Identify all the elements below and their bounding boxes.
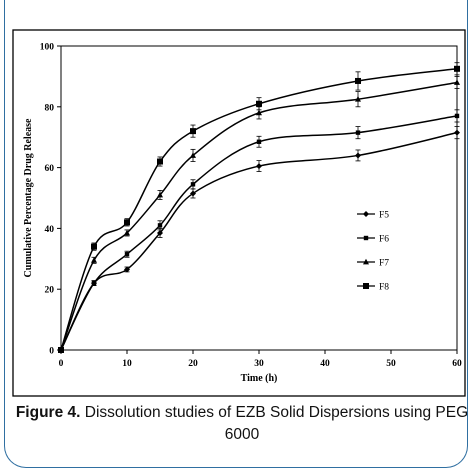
legend-label: F7 (379, 259, 389, 269)
data-point (157, 223, 163, 228)
legend-entry-f8: F8 (357, 283, 389, 293)
data-point (454, 65, 460, 72)
data-point (124, 252, 130, 257)
caption-label: Figure 4. (15, 404, 81, 421)
data-point (355, 152, 361, 159)
data-point (454, 113, 460, 119)
data-point (256, 139, 262, 144)
data-point (91, 243, 97, 250)
data-point (157, 229, 163, 236)
data-point (256, 100, 262, 107)
data-point (355, 96, 361, 102)
y-tick-label: 80 (45, 103, 55, 113)
y-tick-label: 20 (45, 286, 55, 296)
legend-label: F5 (379, 211, 389, 221)
x-tick-label: 10 (122, 359, 132, 369)
dissolution-chart: 0 10 20 30 40 50 60 0 20 40 60 80 100 Time (h) Cumulat… (12, 29, 466, 397)
data-point (91, 280, 97, 286)
x-axis-label: Time (h) (241, 373, 278, 384)
plot-area (60, 45, 458, 351)
caption-text: Dissolution studies of EZB Solid Dispers… (84, 404, 469, 443)
x-tick-label: 20 (188, 359, 198, 369)
y-tick-label: 60 (45, 164, 55, 174)
legend-entry-f6: F6 (357, 235, 389, 245)
data-point (157, 191, 163, 198)
figure-card: 0 10 20 30 40 50 60 0 20 40 60 80 100 Time (h) Cumulat… (4, 0, 468, 468)
data-point (157, 158, 163, 165)
x-tick-label: 30 (254, 359, 264, 369)
legend-entry-f7: F7 (357, 259, 389, 269)
series-f5 (58, 126, 460, 353)
y-tick-label: 0 (49, 347, 54, 357)
legend-label: F6 (379, 235, 389, 245)
series-f7 (58, 76, 460, 353)
data-point (124, 219, 130, 226)
data-point (256, 163, 262, 170)
data-point (190, 182, 196, 187)
data-point (355, 77, 361, 84)
data-point (124, 229, 130, 236)
data-point (91, 257, 97, 263)
data-point (190, 190, 196, 197)
legend-marker (363, 283, 369, 289)
series-line (60, 81, 458, 351)
x-tick-label: 0 (59, 359, 64, 369)
legend-label: F8 (379, 283, 389, 293)
data-point (355, 130, 361, 135)
legend-marker (363, 235, 369, 241)
data-point (124, 266, 130, 273)
plot-frame (12, 29, 466, 397)
y-tick-label: 40 (45, 225, 55, 235)
data-point (190, 128, 196, 135)
series-f8 (58, 62, 460, 353)
data-point (256, 109, 262, 116)
x-tick-label: 50 (386, 359, 396, 369)
x-tick-label: 40 (320, 359, 330, 369)
x-tick-label: 60 (452, 359, 462, 369)
legend-marker (363, 211, 369, 217)
series-line (60, 115, 458, 351)
data-point (454, 129, 460, 136)
data-point (58, 347, 64, 353)
legend-marker (363, 258, 369, 265)
figure-caption: Figure 4. Dissolution studies of EZB Sol… (15, 402, 469, 446)
y-axis-label: Cumulative Percentage Drug Release (23, 118, 34, 278)
legend-entry-f5: F5 (357, 211, 389, 221)
data-point (454, 79, 460, 85)
y-tick-label: 100 (40, 43, 55, 53)
data-point (190, 152, 196, 158)
